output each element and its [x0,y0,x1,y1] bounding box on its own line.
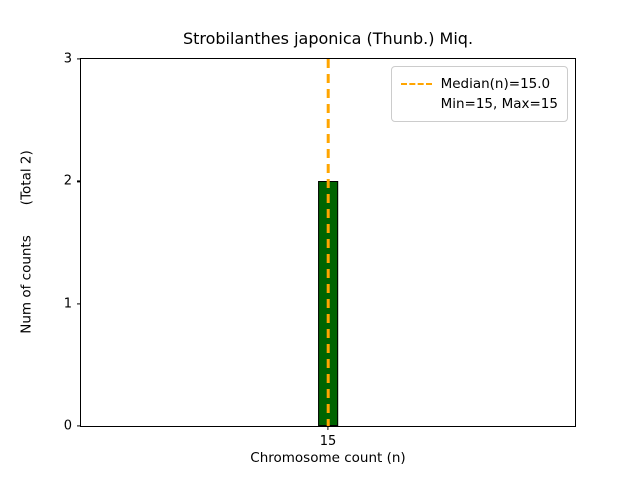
legend-label-line1: Median(n)=15.0 [440,76,551,92]
y-tick-mark [77,425,81,427]
legend-entry: Min=15, Max=15 [401,94,558,114]
y-tick-label: 2 [63,173,72,189]
y-tick-mark [77,303,81,305]
x-tick-label: 15 [319,434,337,449]
legend-label-line2: Min=15, Max=15 [440,96,558,113]
legend-line-sample [400,83,432,86]
x-tick-mark [327,426,329,430]
y-tick-mark [77,180,81,182]
plot-area: Median(n)=15.0 Min=15, Max=15 0 1 2 3 15 [64,53,576,448]
y-tick-label: 0 [63,418,72,434]
legend-sample-spacer [401,103,432,105]
legend-entry: Median(n)=15.0 [400,74,558,94]
x-axis-label: Chromosome count (n) [250,450,406,466]
y-tick-label: 3 [63,51,72,67]
legend: Median(n)=15.0 Min=15, Max=15 [390,66,568,122]
y-tick-label: 1 [63,296,72,312]
chart-title: Strobilanthes japonica (Thunb.) Miq. [182,29,474,48]
median-line [326,59,330,426]
y-axis-label: Num of counts (Total 2) [18,150,35,334]
y-tick-mark [77,58,81,60]
